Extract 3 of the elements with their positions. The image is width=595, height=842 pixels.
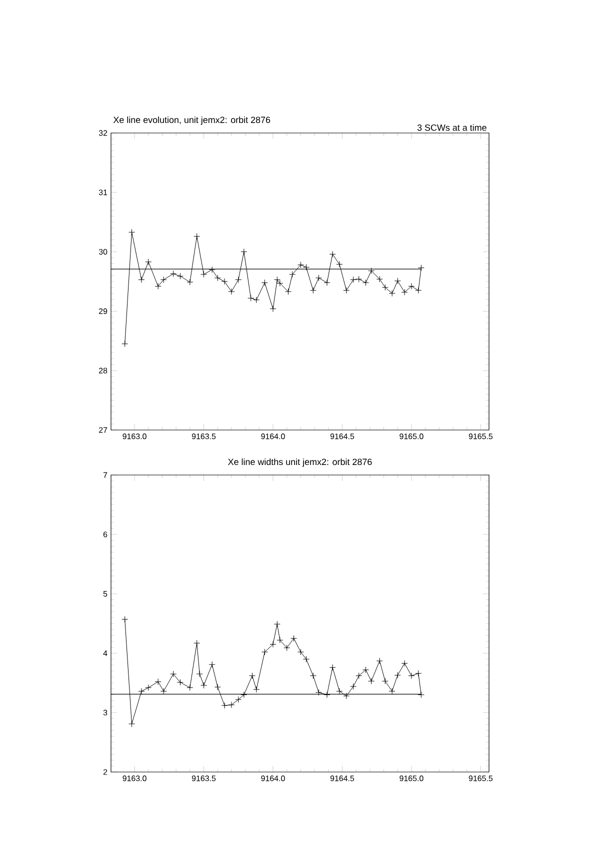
chart-title: Xe line evolution, unit jemx2: orbit 2876 xyxy=(113,116,270,125)
chart-title: Xe line widths unit jemx2: orbit 2876 xyxy=(228,458,372,467)
text: 3 SCWs at a time xyxy=(417,124,486,131)
